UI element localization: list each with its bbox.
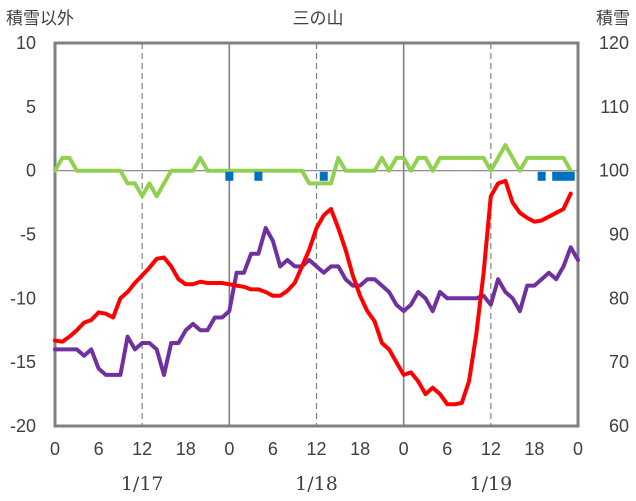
x-tick-label: 12 (481, 439, 501, 459)
left-axis-label: 積雪以外 (6, 9, 74, 29)
date-label: 1/17 (121, 473, 164, 495)
snow-depth-marker (559, 171, 568, 181)
left-y-tick-label: 0 (26, 161, 36, 181)
snow-depth-marker (225, 171, 234, 181)
x-tick-label: 6 (442, 439, 452, 459)
x-tick-label: 6 (94, 439, 104, 459)
snow-depth-marker (254, 171, 263, 181)
snow-depth-marker (537, 171, 546, 181)
x-tick-label: 6 (268, 439, 278, 459)
series-line-1 (53, 178, 573, 407)
left-y-tick-label: -10 (10, 288, 36, 308)
x-tick-label: 0 (224, 439, 234, 459)
left-y-tick-label: -15 (10, 352, 36, 372)
right-y-tick-label: 120 (599, 33, 629, 53)
right-y-tick-label: 90 (609, 225, 629, 245)
left-y-tick-label: 10 (16, 33, 36, 53)
right-y-tick-label: 80 (609, 288, 629, 308)
right-axis-label: 積雪 (596, 9, 630, 29)
left-y-tick-label: -5 (20, 225, 36, 245)
series-line-2 (53, 226, 580, 377)
x-tick-label: 12 (132, 439, 152, 459)
left-y-tick-label: 5 (26, 97, 36, 117)
snow-depth-marker (319, 171, 328, 181)
series-line-3 (53, 143, 573, 199)
right-y-tick-label: 100 (599, 161, 629, 181)
right-y-tick-label: 60 (609, 416, 629, 436)
date-label: 1/18 (295, 473, 338, 495)
right-y-tick-label: 70 (609, 352, 629, 372)
x-tick-label: 0 (573, 439, 583, 459)
left-y-tick-label: -20 (10, 416, 36, 436)
right-y-tick-label: 110 (600, 97, 629, 117)
x-tick-label: 0 (50, 439, 60, 459)
snow-depth-marker (566, 171, 575, 181)
x-tick-label: 18 (176, 439, 196, 459)
grid (55, 43, 578, 426)
x-tick-label: 12 (306, 439, 326, 459)
x-tick-label: 0 (399, 439, 409, 459)
date-label: 1/19 (469, 473, 512, 495)
x-tick-label: 18 (350, 439, 370, 459)
chart-title: 三の山 (293, 9, 344, 29)
x-tick-label: 18 (524, 439, 544, 459)
snow-depth-marker (552, 171, 561, 181)
